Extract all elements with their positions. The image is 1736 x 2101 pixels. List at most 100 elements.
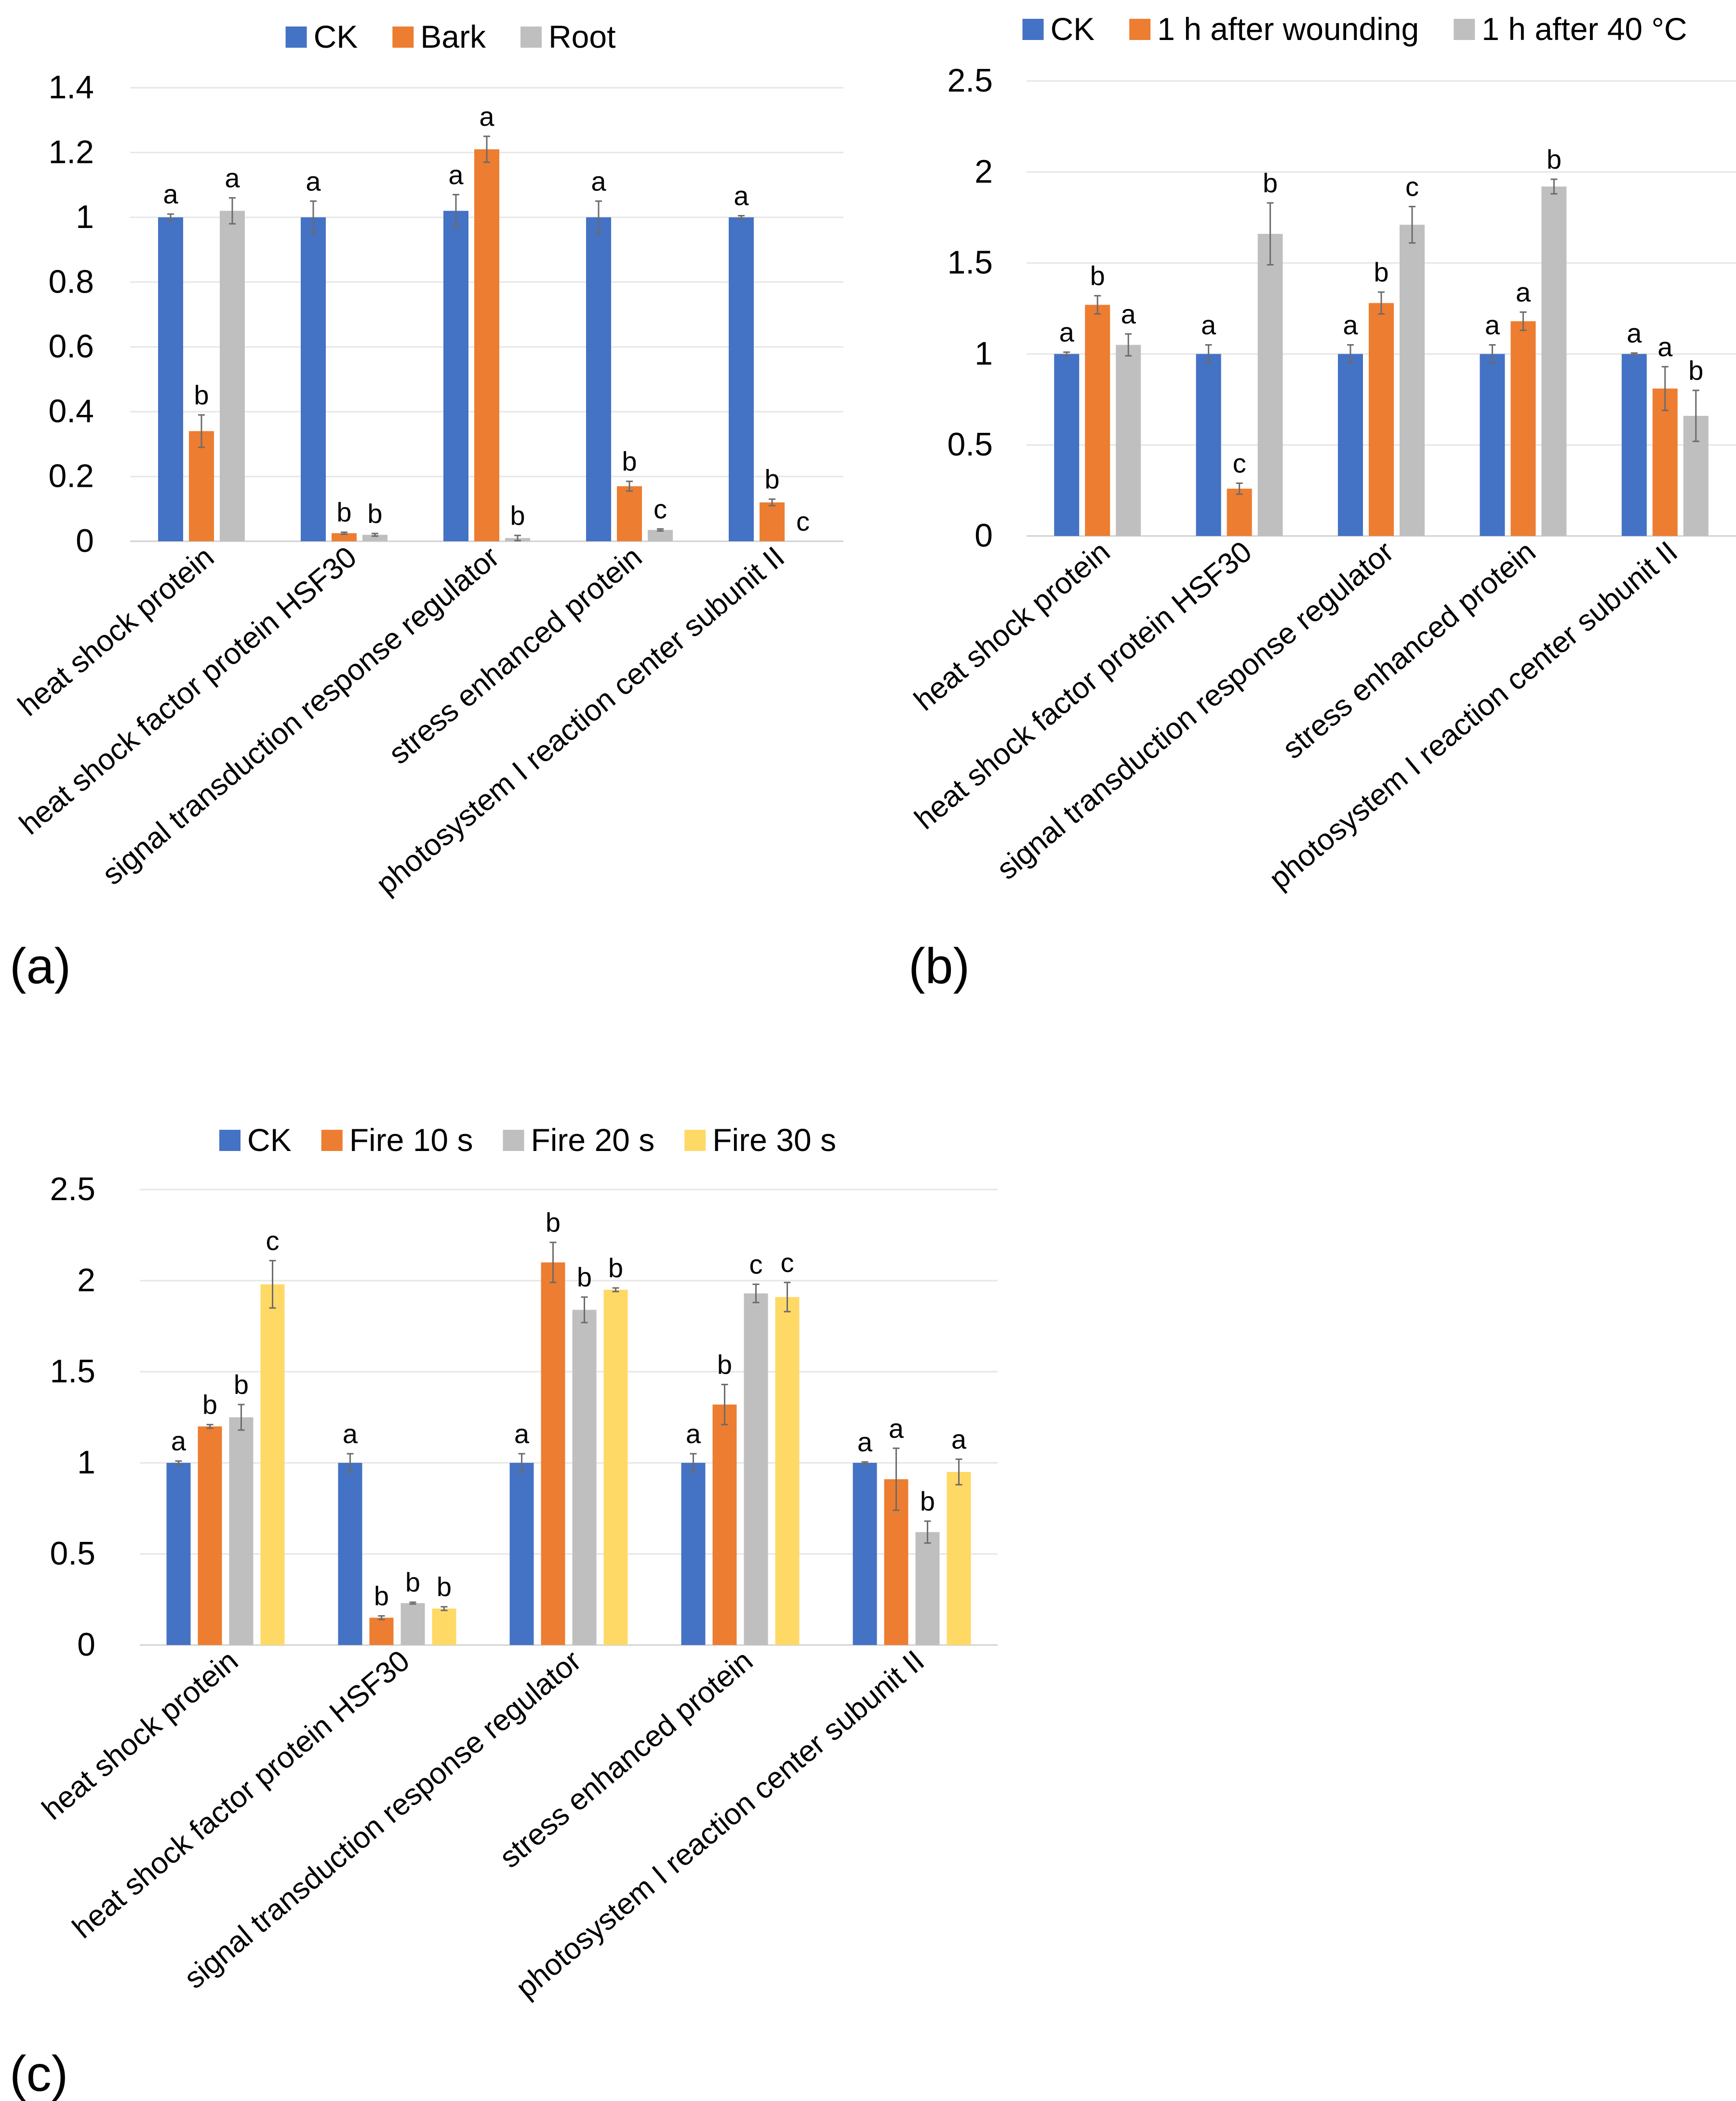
y-tick-label: 1 bbox=[76, 199, 94, 235]
significance-letter: b bbox=[234, 1369, 249, 1400]
category-label: heat shock factor protein HSF30 bbox=[67, 1644, 416, 1945]
bar bbox=[338, 1463, 362, 1645]
bar bbox=[915, 1532, 940, 1645]
bar bbox=[474, 149, 499, 541]
bar bbox=[166, 1463, 191, 1645]
significance-letter: a bbox=[951, 1424, 967, 1454]
significance-letter: a bbox=[448, 160, 464, 190]
y-tick-label: 0 bbox=[77, 1626, 95, 1663]
legend-swatch bbox=[321, 1130, 343, 1151]
panel-label: (a) bbox=[10, 938, 71, 994]
bar bbox=[572, 1310, 597, 1645]
significance-letter: b bbox=[1688, 355, 1703, 386]
bar bbox=[1480, 354, 1505, 536]
bar bbox=[775, 1297, 800, 1645]
significance-letter: a bbox=[591, 166, 606, 196]
bar bbox=[332, 533, 357, 541]
significance-letter: b bbox=[367, 498, 382, 529]
significance-letter: c bbox=[781, 1247, 794, 1278]
bar bbox=[648, 530, 673, 541]
bar bbox=[1510, 321, 1536, 536]
bar bbox=[198, 1426, 222, 1645]
bar bbox=[369, 1618, 394, 1645]
y-tick-label: 1.5 bbox=[50, 1353, 95, 1390]
significance-letter: b bbox=[374, 1581, 389, 1611]
y-tick-label: 0.5 bbox=[50, 1535, 95, 1572]
bar bbox=[1196, 354, 1221, 536]
bar bbox=[432, 1608, 456, 1645]
bar bbox=[189, 431, 214, 541]
bar bbox=[1054, 354, 1080, 536]
significance-letter: b bbox=[546, 1207, 561, 1238]
y-tick-label: 1 bbox=[77, 1444, 95, 1481]
bar bbox=[229, 1417, 254, 1645]
bar bbox=[603, 1289, 628, 1645]
bar bbox=[1369, 303, 1394, 536]
significance-letter: b bbox=[622, 446, 637, 477]
y-tick-label: 2.5 bbox=[947, 62, 993, 99]
significance-letter: b bbox=[608, 1253, 623, 1283]
bar bbox=[947, 1472, 971, 1645]
significance-letter: b bbox=[1374, 257, 1389, 287]
y-tick-label: 1.4 bbox=[48, 69, 94, 106]
significance-letter: b bbox=[202, 1390, 217, 1420]
legend-swatch bbox=[219, 1130, 241, 1151]
y-tick-label: 2 bbox=[77, 1262, 95, 1298]
significance-letter: a bbox=[514, 1419, 530, 1449]
bar bbox=[1085, 305, 1110, 536]
significance-letter: b bbox=[1090, 261, 1105, 291]
significance-letter: b bbox=[717, 1349, 732, 1379]
bar bbox=[1652, 388, 1678, 536]
significance-letter: a bbox=[734, 180, 749, 211]
significance-letter: a bbox=[1516, 277, 1531, 308]
bar bbox=[1257, 234, 1283, 536]
category-label: stress enhanced protein bbox=[383, 540, 648, 771]
bar bbox=[744, 1293, 768, 1645]
legend-label: Fire 30 s bbox=[712, 1122, 836, 1158]
bar bbox=[158, 217, 183, 541]
significance-letter: a bbox=[1657, 332, 1673, 362]
bar bbox=[362, 535, 387, 541]
bar bbox=[509, 1463, 534, 1645]
y-tick-label: 0.6 bbox=[48, 328, 94, 365]
significance-letter: b bbox=[194, 380, 209, 410]
legend-swatch bbox=[684, 1130, 706, 1151]
significance-letter: b bbox=[437, 1572, 452, 1602]
significance-letter: a bbox=[1485, 310, 1500, 340]
y-tick-label: 1 bbox=[975, 335, 993, 372]
bar bbox=[729, 217, 754, 541]
significance-letter: b bbox=[920, 1486, 935, 1516]
significance-letter: b bbox=[764, 464, 779, 495]
legend-label: 1 h after 40 °C bbox=[1482, 11, 1687, 47]
legend-swatch bbox=[520, 27, 542, 48]
legend: CK Fire 10 s Fire 20 s Fire 30 s bbox=[219, 1122, 836, 1158]
bar bbox=[853, 1463, 877, 1645]
legend-label: CK bbox=[247, 1122, 292, 1158]
legend-label: CK bbox=[1050, 11, 1095, 47]
significance-letter: b bbox=[1547, 144, 1562, 174]
legend-swatch bbox=[503, 1130, 524, 1151]
bar bbox=[586, 217, 611, 541]
significance-letter: b bbox=[577, 1262, 592, 1292]
bar bbox=[220, 211, 245, 541]
legend: CK 1 h after wounding 1 h after 40 °C bbox=[1022, 11, 1687, 47]
legend-swatch bbox=[1454, 19, 1475, 40]
bar bbox=[1541, 187, 1567, 536]
significance-letter: a bbox=[686, 1419, 701, 1449]
bar bbox=[1116, 345, 1141, 536]
significance-letter: a bbox=[225, 163, 240, 193]
y-tick-label: 0.8 bbox=[48, 263, 94, 300]
bar bbox=[617, 486, 642, 541]
legend-label: Fire 20 s bbox=[531, 1122, 654, 1158]
significance-letter: c bbox=[266, 1225, 280, 1256]
bar bbox=[1621, 354, 1647, 536]
significance-letter: c bbox=[1233, 448, 1246, 478]
significance-letter: a bbox=[163, 179, 178, 209]
y-tick-label: 0.4 bbox=[48, 393, 94, 429]
bar bbox=[681, 1463, 706, 1645]
bar bbox=[1400, 225, 1425, 536]
